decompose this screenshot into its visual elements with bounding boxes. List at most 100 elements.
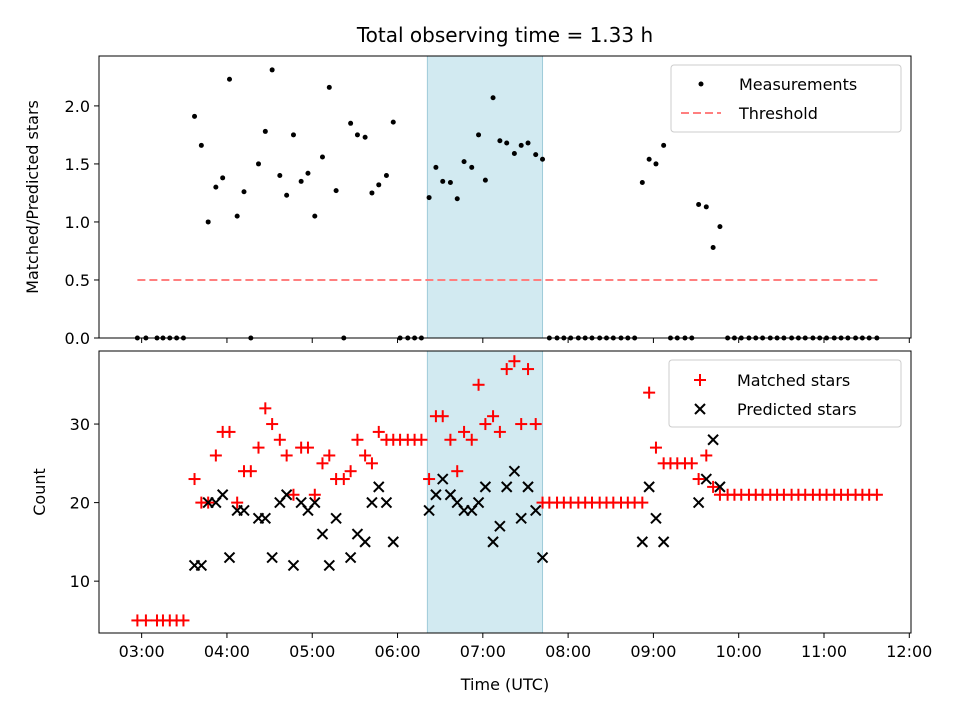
matched-star-point — [266, 418, 279, 431]
matched-star-point — [273, 433, 286, 446]
matched-star-point — [458, 425, 471, 438]
measurement-point — [653, 161, 659, 167]
top-y-ticks: 0.0 0.5 1.0 1.5 2.0 — [65, 97, 99, 348]
measurement-point — [696, 202, 702, 208]
predicted-star-point — [287, 559, 300, 572]
matched-star-point — [472, 378, 485, 391]
x-tick-label: 03:00 — [119, 642, 165, 661]
predicted-star-point — [657, 536, 670, 548]
matched-star-point — [359, 449, 372, 462]
measurement-point — [518, 142, 524, 148]
matched-legend-marker — [694, 374, 706, 386]
matched-star-point — [287, 488, 300, 501]
measurement-point — [540, 156, 546, 162]
count-points — [131, 355, 883, 627]
matched-star-point — [515, 418, 528, 431]
x-tick-label: 09:00 — [630, 642, 676, 661]
predicted-star-point — [266, 551, 278, 564]
bottom-x-ticks: 03:00 04:00 05:00 06:00 07:00 08:00 09:00 10:00… — [119, 633, 932, 661]
measurement-point — [256, 161, 261, 167]
predicted-star-point — [366, 496, 378, 509]
y-tick-label: 0.0 — [65, 329, 90, 348]
matched-star-point — [316, 457, 329, 470]
measurement-point — [482, 177, 488, 183]
measurement-point — [284, 192, 290, 198]
predicted-star-point — [359, 536, 371, 548]
predicted-star-point — [500, 481, 513, 493]
y-tick-label: 10 — [70, 572, 90, 591]
bottom-legend-frame — [668, 359, 902, 428]
predicted-star-point — [309, 496, 321, 509]
matched-star-point — [451, 465, 464, 478]
matched-star-point — [700, 449, 713, 462]
measurement-point — [497, 138, 503, 144]
top-y-axis-label: Matched/Predicted stars — [23, 100, 42, 294]
bottom-legend: Matched stars Predicted stars — [668, 359, 902, 428]
y-tick-label: 1.0 — [65, 213, 90, 232]
matched-star-point — [500, 363, 513, 376]
measurement-point — [227, 76, 232, 82]
y-tick-label: 30 — [70, 415, 90, 434]
measurement-point — [213, 184, 219, 190]
predicted-legend-label: Predicted stars — [737, 400, 857, 419]
predicted-star-point — [373, 481, 385, 493]
matched-star-point — [529, 418, 542, 431]
x-tick-label: 06:00 — [374, 642, 420, 661]
matched-star-point — [301, 441, 314, 454]
measurement-point — [205, 219, 211, 225]
matched-star-point — [139, 614, 152, 627]
matched-star-point — [252, 441, 265, 454]
measurement-point — [646, 156, 652, 162]
y-tick-label: 20 — [70, 494, 90, 513]
matched-star-point — [636, 496, 649, 509]
measurement-point — [703, 204, 709, 210]
measurement-point — [476, 132, 482, 138]
matched-star-point — [351, 433, 364, 446]
top-highlight-region — [426, 55, 544, 339]
matched-star-point — [280, 449, 293, 462]
x-tick-label: 12:00 — [886, 642, 932, 661]
predicted-star-point — [714, 481, 726, 493]
matched-star-point — [177, 614, 190, 627]
predicted-star-point — [238, 504, 250, 517]
measurement-point — [362, 134, 368, 140]
measurement-point — [525, 140, 531, 146]
predicted-star-point — [479, 481, 492, 493]
matched-star-point — [649, 441, 662, 454]
measurement-point — [298, 178, 304, 184]
y-tick-label: 2.0 — [65, 97, 90, 116]
matched-star-point — [692, 473, 705, 486]
predicted-star-point — [487, 536, 499, 548]
x-axis-label: Time (UTC) — [460, 675, 549, 694]
predicted-star-point — [323, 559, 336, 572]
matched-star-point — [415, 433, 428, 446]
measurement-point — [220, 175, 226, 181]
predicted-star-point — [536, 551, 549, 564]
matched-star-point — [423, 473, 436, 486]
predicted-star-point — [494, 520, 506, 532]
measurements-legend-marker — [698, 81, 704, 87]
predicted-star-point — [643, 481, 655, 493]
measurement-point — [383, 173, 389, 179]
measurement-point — [277, 173, 283, 179]
x-tick-label: 08:00 — [545, 642, 591, 661]
measurement-point — [369, 190, 375, 196]
measurement-point — [390, 119, 396, 125]
matched-star-point — [372, 425, 385, 438]
predicted-legend-marker — [694, 403, 706, 415]
top-x-ticks — [141, 338, 910, 343]
measurement-point — [533, 152, 539, 158]
measurement-point — [290, 132, 296, 138]
threshold-legend-label: Threshold — [738, 104, 818, 123]
matched-star-point — [436, 410, 449, 423]
matched-star-point — [337, 473, 350, 486]
measurement-point — [312, 213, 318, 219]
bottom-highlight-region — [426, 350, 544, 634]
predicted-star-point — [636, 536, 649, 548]
measurement-point — [376, 182, 382, 188]
predicted-star-point — [437, 473, 449, 485]
x-tick-label: 05:00 — [289, 642, 335, 661]
measurement-point — [262, 128, 268, 134]
measurement-point — [504, 140, 510, 146]
